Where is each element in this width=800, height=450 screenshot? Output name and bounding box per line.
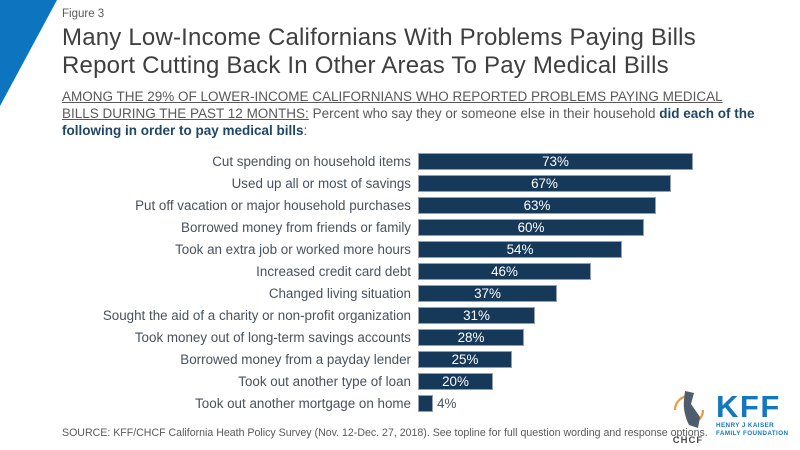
kff-logo-sub-line1: HENRY J KAISER — [716, 422, 775, 429]
bar-label: Took an extra job or worked more hours — [175, 241, 411, 257]
bar-track: 73% — [418, 152, 782, 170]
bar-track: 37% — [418, 284, 782, 302]
bar-value-label: 46% — [491, 263, 518, 279]
chart-rows: Cut spending on household items 73% Used u… — [62, 150, 782, 414]
kff-logo-sub-line2: FAMILY FOUNDATION — [716, 429, 789, 437]
chart-row: Took out another type of loan 20% — [62, 370, 782, 392]
bar-track: 31% — [418, 306, 782, 324]
chart-row: Took out another mortgage on home 4% — [62, 392, 782, 414]
bar-label: Increased credit card debt — [256, 263, 411, 279]
subtitle: AMONG THE 29% OF LOWER-INCOME CALIFORNIA… — [62, 88, 762, 139]
kff-logo: KFF HENRY J KAISER FAMILY FOUNDATION — [716, 389, 798, 437]
bar-value-label: 67% — [531, 175, 558, 191]
bar: 25% — [418, 350, 512, 368]
bar-label: Cut spending on household items — [212, 153, 411, 169]
bar: 37% — [418, 284, 557, 302]
chart-row: Borrowed money from a payday lender 25% — [62, 348, 782, 370]
chart-row: Put off vacation or major household purc… — [62, 194, 782, 216]
chart-row: Cut spending on household items 73% — [62, 150, 782, 172]
source-note: SOURCE: KFF/CHCF California Heath Policy… — [62, 427, 708, 439]
subtitle-bold: did each of the following in order to pa… — [62, 106, 755, 138]
bar-track: 60% — [418, 218, 782, 236]
kff-logo-text: KFF — [716, 389, 781, 424]
bar-label: Took out another type of loan — [238, 373, 411, 389]
bar: 31% — [418, 306, 535, 324]
bar-label: Took out another mortgage on home — [195, 395, 411, 411]
chart-row: Borrowed money from friends or family 60% — [62, 216, 782, 238]
subtitle-suffix: : — [303, 123, 308, 138]
bar-value-label: 73% — [542, 153, 569, 169]
bar-value-label: 20% — [442, 373, 469, 389]
subtitle-regular: Percent who say they or someone else in … — [308, 106, 660, 121]
chart-row: Used up all or most of savings 67% — [62, 172, 782, 194]
bar-label: Took money out of long-term savings acco… — [134, 329, 411, 345]
bar: 73% — [418, 152, 693, 170]
bar-value-label: 25% — [451, 351, 479, 367]
bar: 28% — [418, 328, 524, 346]
bar-value-label: 31% — [463, 307, 490, 323]
bar-value-label: 28% — [457, 329, 485, 345]
page-title: Many Low-Income Californians With Proble… — [62, 24, 772, 79]
bar-label: Changed living situation — [268, 285, 411, 301]
bar: 67% — [418, 174, 671, 192]
bar-label: Sought the aid of a charity or non-profi… — [102, 307, 411, 323]
chcf-california-icon — [673, 391, 705, 428]
subtitle-underlined: AMONG THE 29% OF LOWER-INCOME CALIFORNIA… — [62, 89, 723, 121]
bar-track: 28% — [418, 328, 782, 346]
chcf-logo-text: CHCF — [672, 435, 704, 446]
bar-value-label: 63% — [523, 197, 551, 213]
bar-label: Used up all or most of savings — [231, 175, 411, 191]
bar: 54% — [418, 240, 622, 258]
title-line-1: Many Low-Income Californians With Proble… — [62, 24, 696, 51]
bar: 63% — [418, 196, 656, 214]
chart-row: Sought the aid of a charity or non-profi… — [62, 304, 782, 326]
chart-row: Changed living situation 37% — [62, 282, 782, 304]
bar-track: 25% — [418, 350, 782, 368]
chart-row: Increased credit card debt 46% — [62, 260, 782, 282]
bar: 46% — [418, 262, 591, 280]
bar-track: 63% — [418, 196, 782, 214]
title-line-2: Report Cutting Back In Other Areas To Pa… — [62, 51, 669, 79]
corner-triangle-icon — [0, 0, 57, 106]
bar — [418, 394, 433, 412]
bar-track: 54% — [418, 240, 782, 258]
bar-track: 4% — [418, 394, 782, 412]
figure-label: Figure 3 — [62, 8, 105, 20]
bar-value-label: 60% — [517, 219, 545, 235]
bar: 60% — [418, 218, 644, 236]
chart-row: Took money out of long-term savings acco… — [62, 326, 782, 348]
bar-label: Borrowed money from friends or family — [181, 219, 411, 235]
bar: 20% — [418, 372, 493, 390]
bar-value-label: 37% — [474, 285, 501, 301]
bar-track: 20% — [418, 372, 782, 390]
chart-row: Took an extra job or worked more hours 54… — [62, 238, 782, 260]
bar-label: Put off vacation or major household purc… — [135, 197, 411, 213]
bar-value-label: 4% — [437, 395, 457, 411]
bar-value-label: 54% — [506, 241, 534, 257]
chcf-logo: CHCF — [664, 388, 712, 446]
bar-track: 46% — [418, 262, 782, 280]
bar-track: 67% — [418, 174, 782, 192]
bar-label: Borrowed money from a payday lender — [180, 351, 411, 367]
